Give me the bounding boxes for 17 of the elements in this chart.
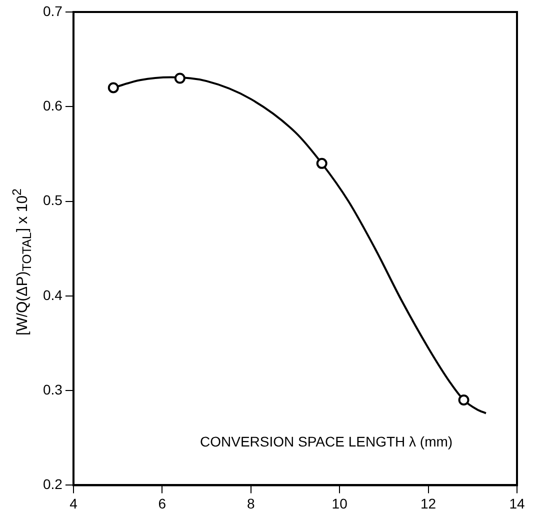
- point: [316, 158, 328, 169]
- x-tick-label: 10: [332, 495, 348, 512]
- y-tick-label: 0.7: [42, 2, 63, 19]
- x-tick-label: 8: [246, 495, 255, 512]
- x-tick-label: 12: [420, 495, 436, 512]
- point: [108, 82, 119, 94]
- y-tick-label: 0.5: [42, 192, 63, 208]
- x-tick-label: 6: [158, 495, 166, 512]
- x-tick-label: 4: [70, 495, 78, 512]
- x-tick-label: 14: [509, 495, 525, 512]
- y-tick-label: 0.4: [42, 286, 63, 303]
- x-axis-title: CONVERSION SPACE LENGTH λ (mm): [200, 433, 453, 450]
- point: [174, 72, 186, 84]
- y-tick-label: 0.3: [42, 381, 63, 398]
- y-tick-label: 0.2: [42, 476, 63, 492]
- point: [458, 394, 470, 406]
- y-tick-label: 0.6: [42, 98, 63, 114]
